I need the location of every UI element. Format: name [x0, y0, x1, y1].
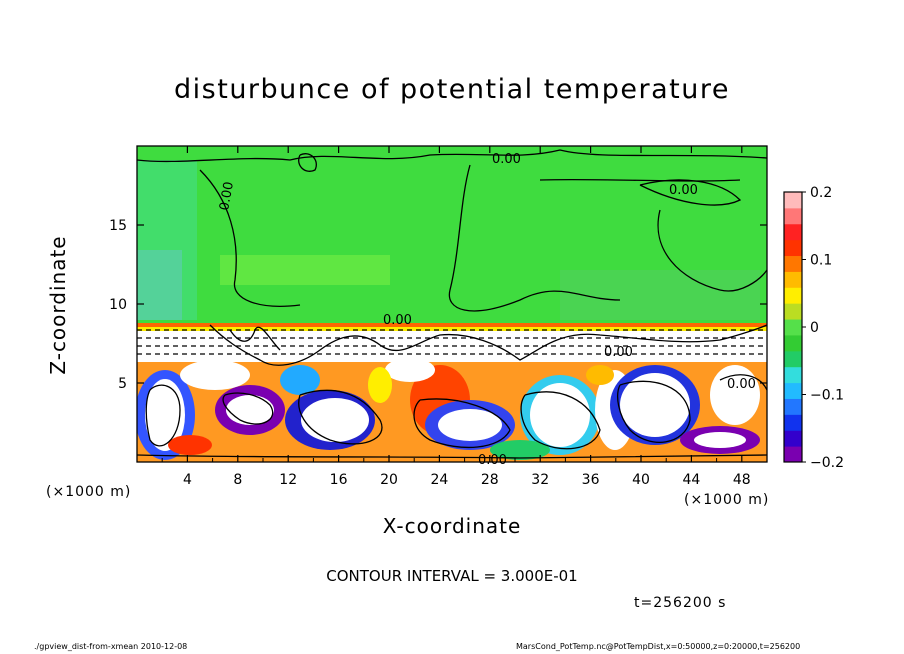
colorbar-swatch: [784, 192, 802, 209]
contour-label: 0.00: [217, 181, 237, 212]
colorbar-swatch: [784, 430, 802, 447]
colorbar-swatch: [784, 223, 802, 241]
contour-lines: [137, 149, 767, 459]
x-tick-label: 36: [582, 472, 600, 488]
y-tick-label: 5: [118, 376, 127, 392]
x-tick-label: 48: [733, 472, 751, 488]
footer-left: ./gpview_dist-from-xmean 2010-12-08: [34, 642, 188, 651]
colorbar-swatch: [784, 446, 802, 463]
heatmap-blob: [180, 360, 250, 390]
colorbar-tick-label: −0.1: [810, 388, 844, 404]
time-stamp: t=256200 s: [634, 595, 727, 611]
colorbar-swatch: [784, 398, 802, 415]
colorbar-swatch: [784, 334, 802, 352]
colorbar-tick-label: 0: [810, 320, 819, 336]
x-axis-label: X-coordinate: [382, 514, 522, 538]
colorbar-swatch: [784, 239, 802, 257]
x-tick-label: 28: [481, 472, 499, 488]
colorbar-swatch: [784, 366, 802, 384]
x-tick-label: 24: [430, 472, 448, 488]
x-tick-label: 40: [632, 472, 650, 488]
heatmap-blob: [586, 365, 614, 385]
y-tick-label: 15: [109, 218, 127, 234]
contour-interval-note: CONTOUR INTERVAL = 3.000E-01: [326, 567, 578, 585]
colorbar-swatch: [784, 319, 802, 336]
contour-label: 0.00: [383, 313, 412, 328]
contour-label: 0.00: [604, 345, 633, 360]
x-tick-label: 4: [183, 472, 192, 488]
heatmap-blob: [438, 409, 502, 441]
contour-label: 0.00: [669, 183, 698, 198]
heatmap-blob: [368, 367, 392, 403]
x-tick-label: 32: [531, 472, 549, 488]
contour-label: 0.00: [492, 152, 521, 167]
colorbar-tick-label: −0.2: [810, 455, 844, 471]
heatmap-blob: [490, 440, 550, 460]
x-unit-label-left: (×1000 m): [46, 484, 132, 500]
footer-right: MarsCond_PotTemp.nc@PotTempDist,x=0:5000…: [516, 642, 801, 651]
heatmap-blob: [226, 395, 274, 425]
heatmap-blob: [385, 358, 435, 382]
heatmap-blob: [301, 398, 369, 442]
colorbar-swatch: [784, 303, 802, 320]
x-unit-label-right: (×1000 m): [684, 492, 770, 508]
x-tick-label: 20: [380, 472, 398, 488]
colorbar: 0.2 0.1 0 −0.1 −0.2: [783, 185, 844, 471]
y-axis: 5 10 15: [109, 218, 767, 392]
colorbar-swatch: [784, 255, 802, 272]
y-tick-label: 10: [109, 297, 127, 313]
chart-title: disturbunce of potential temperature: [174, 74, 730, 105]
y-axis-label: Z-coordinate: [46, 235, 70, 375]
x-tick-label: 8: [233, 472, 242, 488]
colorbar-swatch: [784, 287, 802, 304]
x-tick-label: 12: [279, 472, 297, 488]
contour-label: 0.00: [478, 453, 507, 468]
colorbar-swatch: [784, 207, 802, 225]
colorbar-tick-label: 0.1: [810, 253, 832, 269]
colorbar-swatch: [784, 350, 802, 368]
x-tick-label: 16: [330, 472, 348, 488]
contour-label: 0.00: [727, 377, 756, 392]
colorbar-swatch: [784, 382, 802, 399]
contour-labels: 0.00 0.00 0.00 0.00 0.00 0.00 0.00: [217, 152, 756, 468]
colorbar-swatch: [784, 271, 802, 288]
heatmap-blob: [694, 432, 746, 448]
heatmap-blob: [280, 365, 320, 395]
heatmap-blob: [710, 365, 760, 425]
heatmap-blob: [168, 435, 212, 455]
x-axis: 4 8 12 16 20 24 28 32 36 40 44 48: [161, 146, 751, 488]
colorbar-tick-label: 0.2: [810, 185, 832, 201]
colorbar-swatch: [784, 414, 802, 431]
x-tick-label: 44: [682, 472, 700, 488]
